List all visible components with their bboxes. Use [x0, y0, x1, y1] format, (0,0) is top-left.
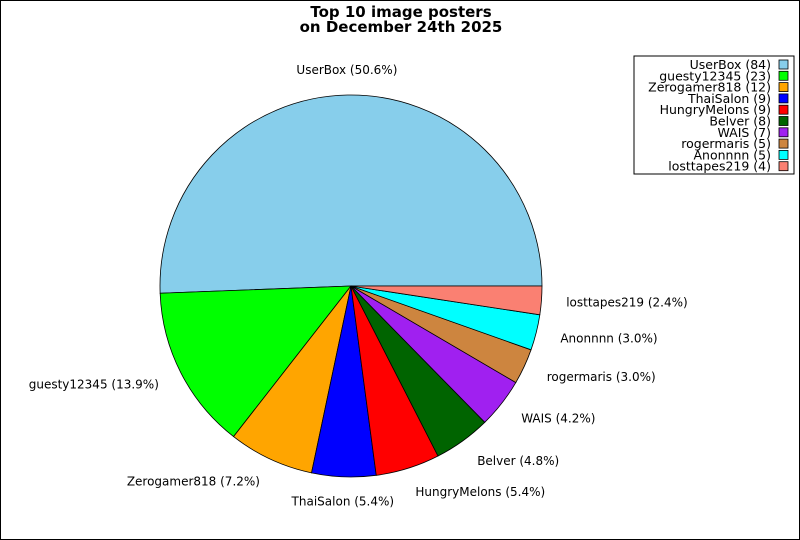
legend-swatch [778, 70, 789, 81]
legend-swatch [778, 138, 789, 149]
legend-label: losttapes219 (4) [668, 159, 771, 174]
slice-label: HungryMelons (5.4%) [415, 485, 545, 499]
slice-label: Belver (4.8%) [477, 454, 559, 468]
legend-swatch [778, 93, 789, 104]
legend-label: HungryMelons (9) [660, 102, 771, 117]
legend-swatch [778, 82, 789, 92]
legend-swatch [778, 104, 789, 115]
legend-swatch [778, 59, 789, 70]
legend: UserBox (84)guesty12345 (23)Zerogamer818… [633, 55, 795, 175]
slice-label: rogermaris (3.0%) [547, 370, 656, 384]
legend-swatch [778, 161, 789, 172]
slice-label: WAIS (4.2%) [521, 412, 595, 426]
legend-label: Belver (8) [709, 114, 771, 129]
legend-label: Anonnnn (5) [694, 147, 772, 162]
legend-label: ThaiSalon (9) [687, 91, 771, 106]
slice-label: Anonnnn (3.0%) [560, 332, 657, 346]
legend-swatch [778, 116, 789, 126]
pie-slice-userbox [159, 94, 543, 294]
legend-label: rogermaris (5) [681, 136, 771, 151]
slice-label: losttapes219 (2.4%) [566, 295, 688, 309]
slice-label: Zerogamer818 (7.2%) [127, 475, 260, 489]
pie-slice-losttapes219 [350, 285, 543, 316]
slice-label: guesty12345 (13.9%) [29, 377, 159, 391]
pie-slice-guesty12345 [159, 285, 352, 438]
slice-label: UserBox (50.6%) [296, 63, 397, 77]
chart-title-line2: on December 24th 2025 [300, 18, 503, 36]
chart-title-line1: Top 10 image posters [310, 3, 491, 21]
legend-label: WAIS (7) [717, 125, 771, 140]
legend-swatch [778, 127, 789, 138]
legend-label: guesty12345 (23) [659, 68, 771, 83]
legend-swatch [778, 149, 789, 160]
legend-box [633, 55, 795, 175]
legend-label: Zerogamer818 (12) [648, 80, 771, 95]
legend-label: UserBox (84) [690, 57, 771, 72]
slice-label: ThaiSalon (5.4%) [291, 495, 395, 509]
